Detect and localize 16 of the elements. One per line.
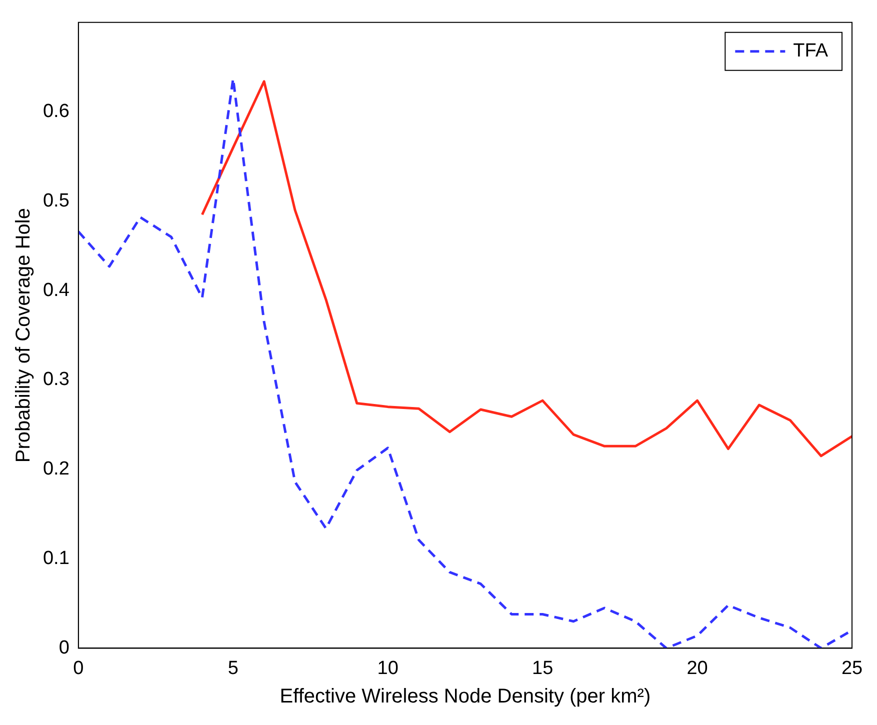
- y-axis-title: Probability of Coverage Hole: [12, 208, 35, 463]
- x-tick-label: 15: [532, 658, 554, 679]
- x-tick-label: 10: [377, 658, 398, 679]
- x-tick-label: 0: [73, 658, 84, 679]
- y-tick-label: 0.1: [42, 548, 70, 570]
- y-tick-label: 0: [58, 637, 70, 658]
- x-tick-label: 20: [686, 658, 708, 679]
- y-tick-label: 0.6: [42, 101, 70, 122]
- x-tick-label: 5: [228, 658, 238, 679]
- y-tick-label: 0.5: [42, 190, 70, 212]
- y-tick-label: 0.2: [42, 458, 70, 480]
- x-tick-label: 25: [841, 658, 863, 679]
- y-tick-label: 0.4: [42, 280, 70, 301]
- x-axis-title: Effective Wireless Node Density (per km²): [280, 686, 651, 708]
- y-tick-label: 0.3: [42, 369, 70, 390]
- legend-label: TFA: [793, 40, 828, 62]
